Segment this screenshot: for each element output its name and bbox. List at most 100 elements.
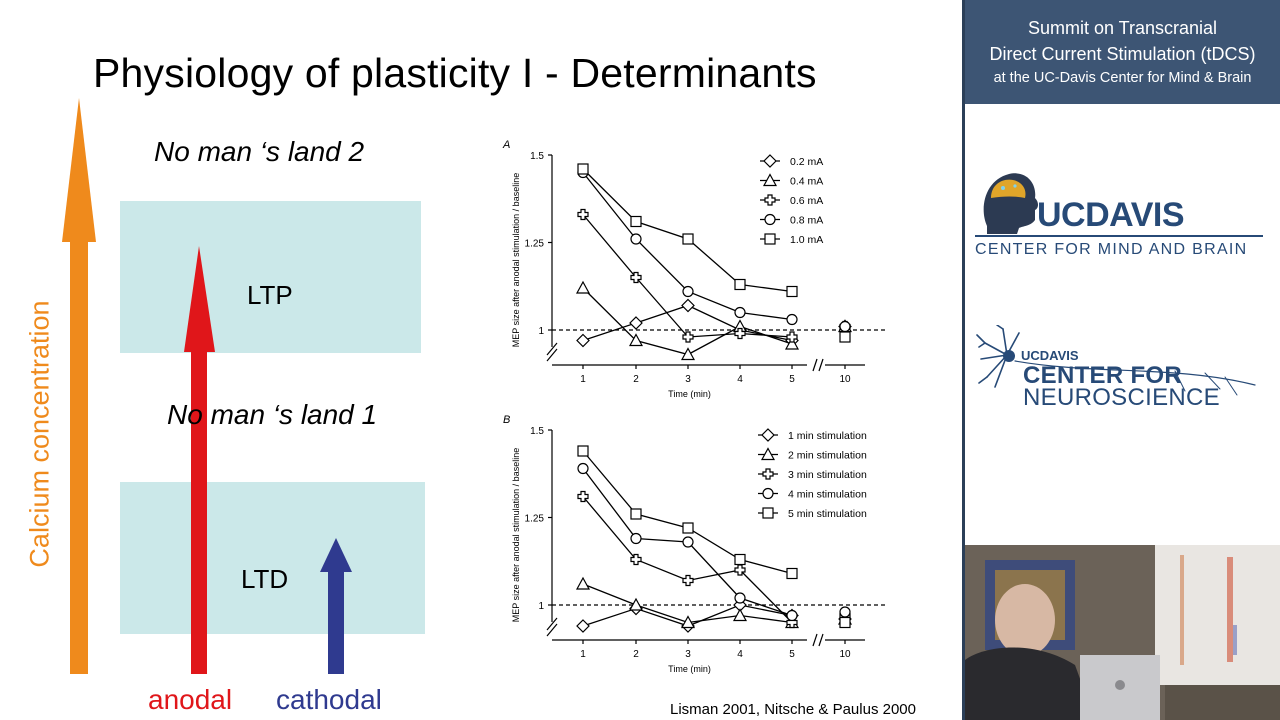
legend-entry: 4 min stimulation — [758, 487, 867, 501]
x-tick-label: 3 — [685, 374, 691, 385]
anodal-label: anodal — [148, 684, 233, 715]
y-tick-label: 1.5 — [530, 426, 544, 437]
summit-title-line1: Summit on Transcranial — [1027, 18, 1218, 38]
data-point-diamond — [576, 619, 590, 633]
ucdavis-wordmark: UCDAVIS — [1037, 196, 1185, 234]
x-tick-label: 4 — [737, 374, 743, 385]
data-point-triangle — [575, 576, 591, 590]
no-mans-land-1-label: No man ‘s land 1 — [167, 399, 378, 430]
legend-label: 0.4 mA — [790, 176, 823, 188]
data-point-square — [630, 215, 642, 228]
legend-entry: 0.6 mA — [760, 194, 823, 207]
axis-break-mark — [546, 617, 558, 631]
slide-title: Physiology of plasticity I - Determinant… — [93, 50, 817, 96]
y-axis-title: MEP size after anodal stimulation / base… — [511, 448, 521, 622]
data-point-circle — [839, 606, 851, 618]
x-tick-label: 1 — [580, 649, 586, 660]
axis-break-mark — [818, 358, 824, 372]
neuroscience-text: NEUROSCIENCE — [1023, 384, 1220, 411]
data-point-square — [839, 616, 851, 629]
series-line — [582, 287, 793, 356]
axis-break-mark — [546, 348, 558, 362]
data-point-circle — [786, 313, 798, 326]
center-mind-brain-text: CENTER FOR MIND AND BRAIN — [975, 241, 1248, 258]
legend-marker-square — [762, 507, 774, 519]
citation: Lisman 2001, Nitsche & Paulus 2000 — [670, 701, 916, 718]
data-point-circle — [734, 306, 746, 319]
axis-break-mark — [818, 633, 824, 647]
series-line — [582, 168, 793, 293]
legend-entry: 5 min stimulation — [758, 507, 867, 520]
summit-header: Summit on Transcranial Direct Current St… — [965, 0, 1280, 104]
legend-label: 0.6 mA — [790, 195, 823, 207]
y-tick-label: 1.25 — [525, 239, 545, 250]
data-point-cross — [577, 208, 589, 221]
ucdavis-logo-rule — [975, 235, 1263, 237]
series-circle — [577, 166, 851, 333]
data-point-square — [786, 567, 798, 580]
cathodal-label: cathodal — [276, 684, 382, 715]
ltp-band — [120, 201, 421, 353]
anodal-arrow — [184, 246, 215, 674]
legend-entry: 0.2 mA — [760, 154, 823, 168]
y-tick-label: 1.5 — [530, 151, 544, 162]
series-triangle — [575, 280, 853, 361]
data-point-triangle — [732, 608, 748, 622]
legend-entry: 2 min stimulation — [758, 447, 867, 462]
no-mans-land-2-label: No man ‘s land 2 — [154, 136, 365, 167]
calcium-arrow — [62, 98, 96, 674]
legend-entry: 1 min stimulation — [758, 428, 867, 442]
data-point-square — [786, 285, 798, 298]
data-point-circle — [577, 462, 589, 475]
data-point-square — [839, 331, 851, 343]
summit-title-line3: at the UC-Davis Center for Mind & Brain — [993, 70, 1252, 86]
data-point-circle — [682, 536, 694, 548]
axis-break-mark — [812, 633, 818, 647]
series-diamond — [576, 598, 852, 633]
neuroscience-ucdavis-text: UCDAVIS — [1021, 348, 1079, 363]
legend-label: 2 min stimulation — [788, 450, 867, 462]
series-line — [582, 496, 793, 623]
x-tick-label: 3 — [685, 649, 691, 660]
axis-break-mark — [812, 358, 818, 372]
data-point-triangle — [628, 333, 644, 347]
presentation-slide: Physiology of plasticity I - Determinant… — [24, 50, 916, 718]
ucdavis-head-logo-icon — [983, 173, 1038, 234]
panel-letter: A — [502, 139, 510, 151]
data-point-circle — [839, 320, 851, 333]
y-tick-label: 1 — [538, 601, 544, 612]
neuron-icon — [976, 325, 1256, 396]
legend-entry: 0.8 mA — [760, 213, 823, 227]
series-square — [577, 163, 851, 343]
legend-label: 1 min stimulation — [788, 430, 867, 442]
legend-entry: 1.0 mA — [760, 233, 823, 246]
axis-break-mark — [546, 342, 558, 356]
data-point-triangle — [680, 347, 696, 361]
data-point-triangle — [784, 336, 800, 350]
panel-letter: B — [503, 414, 510, 426]
legend-label: 5 min stimulation — [788, 508, 867, 520]
data-point-square — [734, 278, 746, 291]
ltd-band — [120, 482, 425, 634]
x-tick-label: 2 — [633, 374, 639, 385]
sidebar: Summit on Transcranial Direct Current St… — [965, 0, 1280, 720]
series-line — [582, 172, 793, 321]
series-square — [577, 445, 851, 629]
data-point-circle — [734, 592, 746, 604]
legend-marker-triangle — [762, 173, 778, 187]
legend-entry: 3 min stimulation — [758, 468, 867, 481]
legend-label: 0.8 mA — [790, 215, 823, 227]
legend-label: 0.2 mA — [790, 156, 823, 168]
center-for-text: CENTER FOR — [1023, 362, 1182, 389]
summit-title-line2: Direct Current Stimulation (tDCS) — [989, 44, 1256, 64]
legend-marker-cross — [764, 194, 776, 206]
data-point-cross — [734, 327, 746, 340]
data-point-square — [682, 522, 694, 534]
slide-divider — [962, 0, 965, 720]
legend-marker-cross — [762, 468, 774, 480]
data-point-circle — [630, 532, 642, 545]
arrows-layer — [62, 98, 352, 674]
data-point-cross — [734, 564, 746, 576]
data-point-cross — [577, 490, 589, 503]
legend-marker-diamond — [761, 428, 775, 442]
